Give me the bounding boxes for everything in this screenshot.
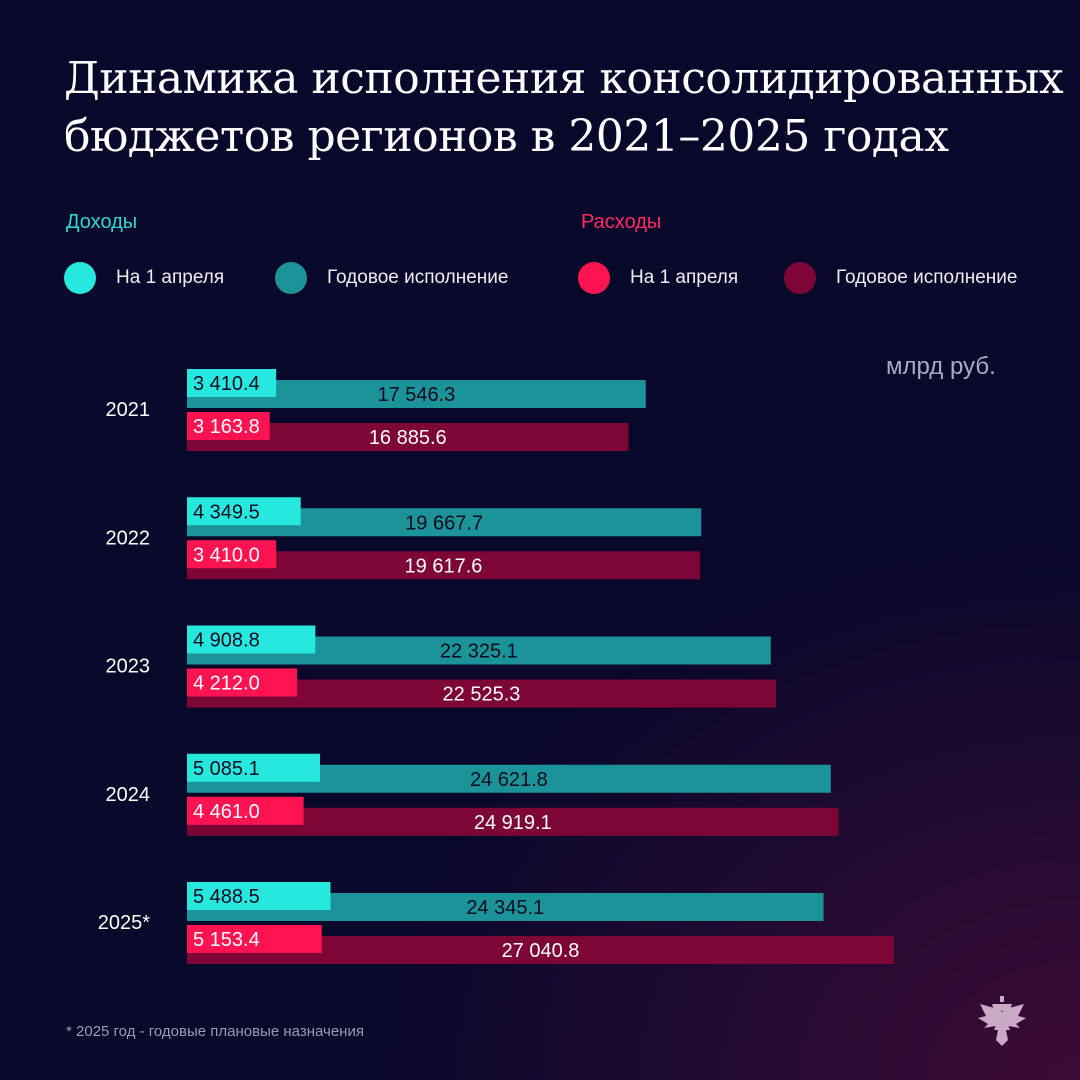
bar-april [187,668,298,697]
bar-april [187,625,316,654]
bar-april [187,540,277,569]
year-label: 2021 [106,399,151,421]
legend-expense-year: Годовое исполнение [784,262,1017,294]
year-label: 2024 [106,784,151,806]
legend-label: Годовое исполнение [836,267,1018,288]
data-label: 24 919.1 [474,812,552,834]
data-label: 24 621.8 [470,769,548,791]
legend-label: На 1 апреля [116,267,225,288]
bar-april [187,497,301,526]
bar-april [187,369,277,397]
data-label: 19 667.7 [405,512,483,534]
data-label: 3 410.4 [193,373,260,395]
data-label: 16 885.6 [369,427,447,449]
title-line-1: Динамика исполнения консолидированных [64,53,1064,104]
data-label: 4 212.0 [193,673,260,695]
title-line-2: бюджетов регионов в 2021–2025 годах [64,111,949,162]
data-label: 5 153.4 [193,929,260,951]
unit-label: млрд руб. [886,353,996,380]
data-label: 4 908.8 [193,630,260,652]
footnote: * 2025 год - годовые плановые назначения [66,1023,364,1040]
bar-april [187,882,331,910]
data-label: 22 525.3 [443,684,521,706]
eagle-emblem-icon [978,996,1026,1046]
legend-label: Годовое исполнение [327,267,509,288]
data-label: 22 325.1 [440,641,518,663]
page-title: Динамика исполнения консолидированных бю… [64,50,1064,166]
legend-label: На 1 апреля [630,267,739,288]
data-label: 4 349.5 [193,501,260,523]
data-label: 5 085.1 [193,758,260,780]
legend-expense-heading: Расходы [581,211,662,233]
legend-income-heading: Доходы [66,211,138,233]
legend-dot [275,262,307,294]
year-label: 2022 [106,527,151,549]
legend-dot [784,262,816,294]
bar-april [187,412,270,440]
data-label: 24 345.1 [466,897,544,919]
bar-april [187,796,304,825]
data-label: 19 617.6 [405,555,483,577]
year-label: 2025* [98,912,150,934]
data-label: 4 461.0 [193,801,260,823]
data-label: 3 163.8 [193,416,260,438]
legend-dot [64,262,96,294]
legend-expense-april: На 1 апреля [578,262,738,294]
data-label: 27 040.8 [502,940,580,962]
year-label: 2023 [106,656,151,678]
data-label: 5 488.5 [193,886,260,908]
legend-dot [578,262,610,294]
bar-april [187,925,322,953]
legend-income-year: Годовое исполнение [275,262,508,294]
bar-april [187,753,320,782]
legend-income-april: На 1 апреля [64,262,224,294]
data-label: 3 410.0 [193,544,260,566]
data-label: 17 546.3 [377,384,455,406]
